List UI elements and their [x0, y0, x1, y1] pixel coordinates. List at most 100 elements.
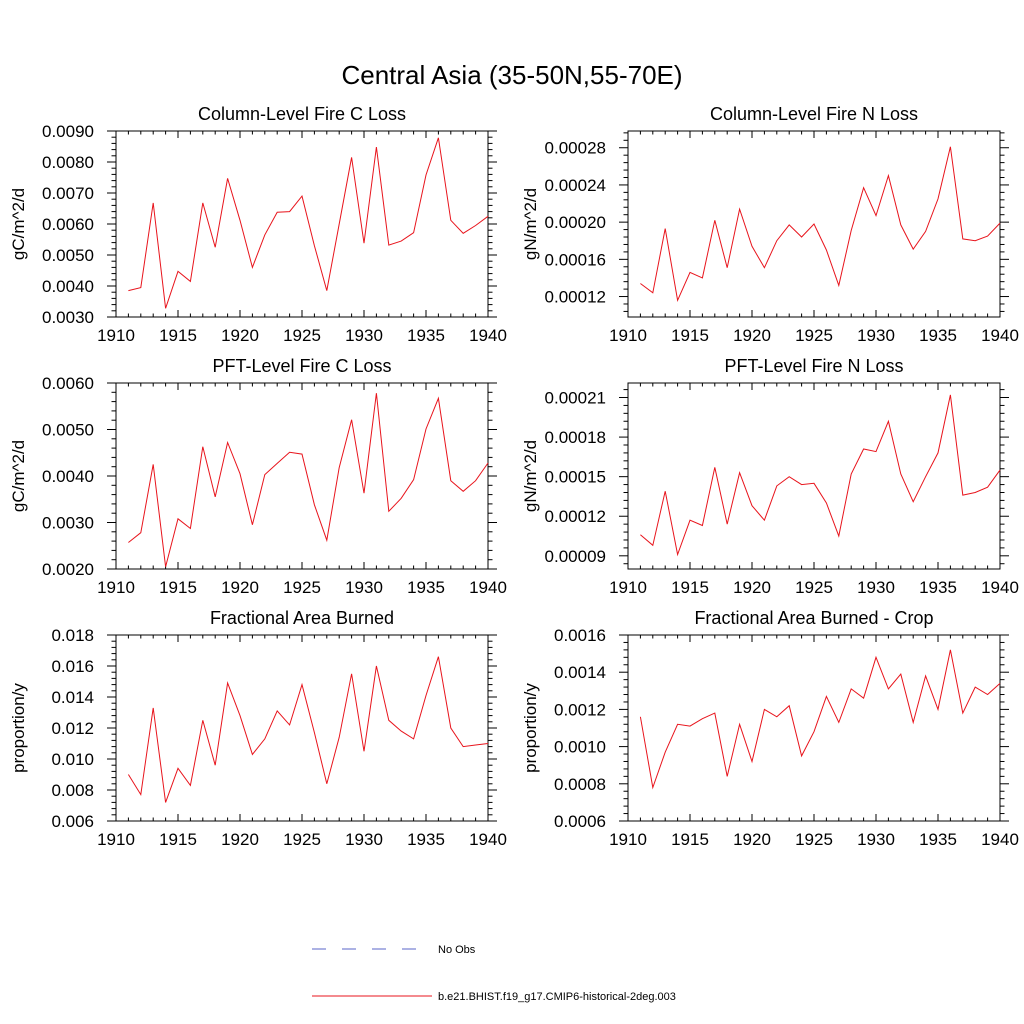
plot-frame — [627, 382, 1001, 570]
series-line — [127, 656, 489, 803]
x-tick-label: 1930 — [345, 830, 383, 849]
panel-title: Column-Level Fire C Loss — [198, 104, 406, 124]
y-tick-label: 0.0040 — [42, 277, 94, 296]
x-tick-label: 1940 — [469, 830, 507, 849]
y-tick-label: 0.00009 — [545, 547, 606, 566]
y-tick-label: 0.012 — [51, 719, 94, 738]
series-line — [128, 137, 489, 309]
x-tick-label: 1915 — [671, 830, 709, 849]
y-tick-label: 0.0030 — [42, 308, 94, 327]
x-tick-label: 1940 — [981, 326, 1019, 345]
y-tick-label: 0.00028 — [545, 139, 606, 158]
x-tick-label: 1935 — [919, 578, 957, 597]
x-tick-label: 1915 — [671, 578, 709, 597]
y-tick-label: 0.0010 — [554, 738, 606, 757]
plot-frame — [115, 634, 489, 822]
x-tick-label: 1935 — [407, 578, 445, 597]
y-tick-label: 0.0060 — [42, 374, 94, 393]
chart-panel: PFT-Level Fire C Loss gC/m^2/d 1910 1915 192… — [9, 356, 507, 597]
chart-panels: Column-Level Fire C Loss gC/m^2/d 1910 1915… — [9, 104, 1019, 849]
x-tick-label: 1920 — [733, 326, 771, 345]
x-tick-label: 1930 — [857, 830, 895, 849]
x-tick-label: 1910 — [609, 578, 647, 597]
y-axis-label: gN/m^2/d — [521, 440, 540, 512]
x-tick-label: 1935 — [407, 830, 445, 849]
y-tick-label: 0.0060 — [42, 215, 94, 234]
x-tick-label: 1920 — [733, 578, 771, 597]
y-axis-label: proportion/y — [521, 683, 540, 773]
y-tick-label: 0.0030 — [42, 514, 94, 533]
x-tick-label: 1925 — [795, 830, 833, 849]
series-line — [128, 393, 489, 567]
x-tick-label: 1940 — [981, 578, 1019, 597]
y-tick-label: 0.0014 — [554, 663, 606, 682]
y-tick-label: 0.00012 — [545, 288, 606, 307]
y-axis-label: proportion/y — [9, 683, 28, 773]
y-tick-label: 0.00020 — [545, 213, 606, 232]
x-tick-label: 1940 — [981, 830, 1019, 849]
x-tick-label: 1935 — [407, 326, 445, 345]
panel-title: Fractional Area Burned - Crop — [694, 608, 933, 628]
series-line — [640, 394, 1001, 557]
y-tick-label: 0.0016 — [554, 626, 606, 645]
y-tick-label: 0.00012 — [545, 507, 606, 526]
y-axis-label: gC/m^2/d — [9, 440, 28, 512]
x-tick-label: 1915 — [671, 326, 709, 345]
x-tick-label: 1910 — [97, 830, 135, 849]
x-tick-label: 1925 — [795, 326, 833, 345]
y-tick-label: 0.018 — [51, 626, 94, 645]
panel-title: PFT-Level Fire C Loss — [212, 356, 391, 376]
x-tick-label: 1930 — [857, 326, 895, 345]
series-line — [639, 649, 1001, 790]
x-tick-label: 1915 — [159, 830, 197, 849]
y-tick-label: 0.0040 — [42, 467, 94, 486]
y-tick-label: 0.008 — [51, 781, 94, 800]
y-tick-label: 0.010 — [51, 750, 94, 769]
legend: No Obs b.e21.BHIST.f19_g17.CMIP6-histori… — [312, 944, 676, 1003]
chart-panel: Column-Level Fire C Loss gC/m^2/d 1910 1915… — [9, 104, 507, 345]
x-tick-label: 1935 — [919, 830, 957, 849]
x-tick-label: 1935 — [919, 326, 957, 345]
chart-panel: Fractional Area Burned - Crop proportion/… — [521, 608, 1019, 849]
x-tick-label: 1920 — [221, 578, 259, 597]
y-tick-label: 0.0070 — [42, 184, 94, 203]
x-tick-label: 1940 — [469, 326, 507, 345]
chart-panel: PFT-Level Fire N Loss gN/m^2/d 1910 1915 192… — [521, 356, 1019, 597]
y-tick-label: 0.0090 — [42, 122, 94, 141]
x-tick-label: 1930 — [857, 578, 895, 597]
y-tick-label: 0.00021 — [545, 389, 606, 408]
y-tick-label: 0.006 — [51, 812, 94, 831]
x-tick-label: 1930 — [345, 578, 383, 597]
x-tick-label: 1910 — [97, 326, 135, 345]
y-tick-label: 0.0006 — [554, 812, 606, 831]
x-tick-label: 1915 — [159, 326, 197, 345]
y-tick-label: 0.00015 — [545, 468, 606, 487]
x-tick-label: 1925 — [283, 326, 321, 345]
y-tick-label: 0.00016 — [545, 250, 606, 269]
chart-panel: Column-Level Fire N Loss gN/m^2/d 1910 1915… — [521, 104, 1019, 345]
figure-title: Central Asia (35-50N,55-70E) — [341, 60, 682, 90]
y-tick-label: 0.0008 — [554, 775, 606, 794]
x-tick-label: 1920 — [221, 326, 259, 345]
x-tick-label: 1925 — [283, 578, 321, 597]
chart-panel: Fractional Area Burned proportion/y 1910 19… — [9, 608, 507, 849]
y-tick-label: 0.014 — [51, 688, 94, 707]
y-tick-label: 0.0020 — [42, 560, 94, 579]
y-tick-label: 0.016 — [51, 657, 94, 676]
y-tick-label: 0.00024 — [545, 176, 606, 195]
x-tick-label: 1920 — [733, 830, 771, 849]
x-tick-label: 1940 — [469, 578, 507, 597]
y-tick-label: 0.0012 — [554, 700, 606, 719]
panel-title: Column-Level Fire N Loss — [710, 104, 918, 124]
legend-obs-label: No Obs — [438, 944, 476, 956]
x-tick-label: 1910 — [609, 326, 647, 345]
x-tick-label: 1930 — [345, 326, 383, 345]
x-tick-label: 1910 — [97, 578, 135, 597]
panel-title: PFT-Level Fire N Loss — [724, 356, 903, 376]
y-tick-label: 0.0080 — [42, 153, 94, 172]
plot-frame — [627, 634, 1001, 822]
y-axis-label: gC/m^2/d — [9, 188, 28, 260]
x-tick-label: 1915 — [159, 578, 197, 597]
x-tick-label: 1925 — [795, 578, 833, 597]
